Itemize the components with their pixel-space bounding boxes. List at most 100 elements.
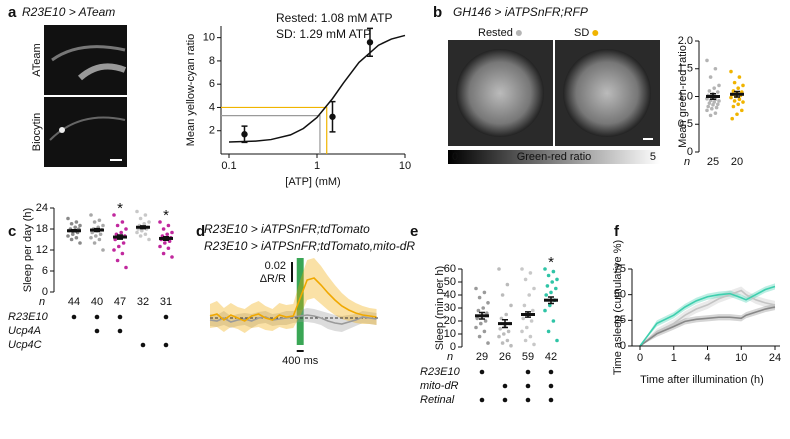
y-tick-label: 0 [687,146,693,158]
data-point [90,230,94,235]
y-tick-label: 4 [209,101,215,113]
data-point [529,319,534,323]
data-point [147,237,151,242]
series-line [209,314,377,325]
data-point [89,235,93,240]
data-point [528,271,533,275]
data-point [713,111,718,115]
data-point [531,308,535,313]
data-point [78,223,82,228]
x-tick-label: 4 [704,352,710,364]
data-point [143,232,148,237]
data-point [115,223,120,228]
x-axis-label: [ATP] (mM) [285,176,340,188]
n-label: n [447,351,453,363]
data-point [477,334,482,339]
data-point [329,113,336,120]
data-point [730,116,734,121]
x-tick-label: 0.1 [221,160,236,172]
data-point [549,290,553,295]
genotype-label: R23E10 [420,366,461,378]
data-point [548,303,552,308]
image-label-dot [592,30,599,36]
genotype-dot [163,314,169,320]
data-point [482,290,487,295]
data-point [101,248,105,252]
data-point [520,267,524,271]
genotype-dot [94,314,100,320]
data-point [544,293,548,297]
panel-letter: f [614,223,620,240]
data-point [522,303,527,308]
data-point [732,80,737,85]
data-point [89,213,93,217]
data-point [71,232,75,237]
series-line [639,306,776,347]
data-point [713,66,718,71]
series-line [639,285,776,347]
data-point [504,312,509,317]
data-point [500,293,505,297]
data-point [729,69,733,74]
data-point [170,255,174,259]
y-tick-label: 10 [444,328,456,340]
data-point [115,258,120,263]
data-point [74,235,79,240]
data-point [97,218,102,223]
data-point [717,83,721,88]
data-point [138,234,143,238]
data-point [485,311,489,316]
data-point [707,89,712,93]
data-point [158,244,162,249]
y-axis-label: Mean green-red ratio [677,45,689,148]
x-tick-label: 10 [735,352,747,364]
data-point [138,216,143,221]
data-point [119,230,123,235]
y-tick-label: 40 [444,289,456,301]
data-point [94,234,98,238]
y-axis-label: Time asleep (cumulative %) [612,240,624,375]
genotype-dot [525,369,531,375]
data-point [163,241,167,245]
genotype-dot [94,328,100,334]
data-point [741,100,745,104]
data-point [714,105,719,110]
data-point [710,106,714,111]
significance-star: * [163,207,169,224]
y-tick-label: 18 [36,223,48,235]
data-point [486,301,490,305]
significance-star: * [117,200,123,217]
y-tick-label: 10 [203,32,215,44]
panel-heading: R23E10 > ATeam [22,5,115,19]
error-band [640,303,775,346]
data-point [500,341,505,345]
scale-bar-unit: ΔR/R [260,273,286,285]
data-point [711,103,715,107]
micrograph-detail [49,116,126,141]
data-point [520,329,524,334]
data-point [731,104,736,109]
n-count: 29 [476,351,488,363]
fit-curve [228,34,406,143]
colorbar-label: Green-red ratio [517,151,592,163]
micrograph-detail [456,49,544,137]
micrograph-detail [77,63,127,81]
data-point [717,99,721,103]
y-tick-label: 1.0 [678,90,693,102]
data-point [165,232,169,237]
data-point [555,277,559,282]
legend-entry: R23E10 > iATPSnFR;tdTomato,mito-dR [204,239,415,253]
data-point [707,101,712,105]
guide-line [221,114,321,154]
data-point [716,90,720,94]
data-point [140,228,144,233]
micrograph-detail [59,127,65,133]
y-tick-label: 0.5 [678,118,693,130]
colorbar-max: 5 [650,151,656,163]
y-tick-label: 25 [614,314,626,326]
n-count: 25 [707,156,719,168]
y-tick-label: 6 [42,265,48,277]
x-tick-label: 10 [399,160,411,172]
data-point [506,329,511,334]
data-point [66,234,70,238]
